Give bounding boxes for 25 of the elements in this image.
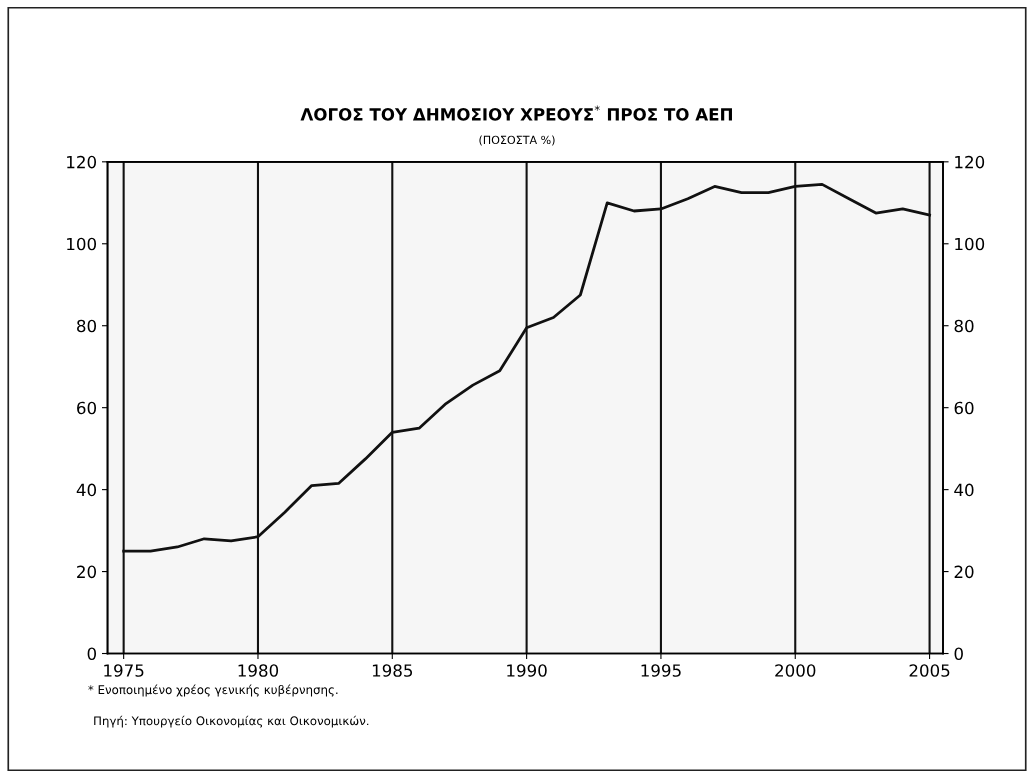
x-tick-label: 1985 bbox=[372, 664, 413, 677]
chart-subtitle: (ΠΟΣΟΣΤΑ %) bbox=[479, 135, 555, 146]
y-tick-label: 40 bbox=[76, 483, 97, 497]
text: Πηγή: Υπουργείο Οικονομίας και Οικονομικών. bbox=[94, 715, 369, 728]
y-tick-label: 60 bbox=[77, 401, 97, 415]
chart-title: ΛΟΓΟΣ ΤΟΥ ΔΗΜΟΣΙΟΥ ΧΡΕΟΥΣ$^{*}$ ΠΡΟΣ ΤΟ ΑΕΠ bbox=[300, 105, 732, 121]
text: * Ενοποιημένο χρέος γενικής κυβέρνησης. bbox=[88, 684, 338, 697]
y-tick-label: 80 bbox=[77, 319, 97, 333]
x-tick-label: 2000 bbox=[775, 664, 816, 677]
x-tick-label: 2005 bbox=[909, 664, 950, 677]
x-tick-label: 1995 bbox=[641, 664, 681, 677]
y-tick-label: 100 bbox=[67, 237, 97, 251]
y2-tick-label: 100 bbox=[955, 237, 985, 251]
x-tick-label: 1980 bbox=[238, 664, 279, 677]
y2-tick-label: 40 bbox=[954, 483, 974, 497]
x-tick-label: 1975 bbox=[104, 664, 144, 677]
y2-tick-label: 0 bbox=[954, 647, 963, 661]
y-tick-label: 20 bbox=[77, 565, 97, 579]
x-tick-label: 1990 bbox=[507, 664, 547, 677]
y-tick-label: 0 bbox=[87, 647, 97, 661]
y2-tick-label: 20 bbox=[954, 565, 974, 579]
y2-tick-label: 80 bbox=[954, 319, 974, 333]
y-tick-label: 120 bbox=[67, 155, 97, 169]
y2-tick-label: 60 bbox=[954, 401, 974, 415]
y2-tick-label: 120 bbox=[955, 155, 985, 169]
